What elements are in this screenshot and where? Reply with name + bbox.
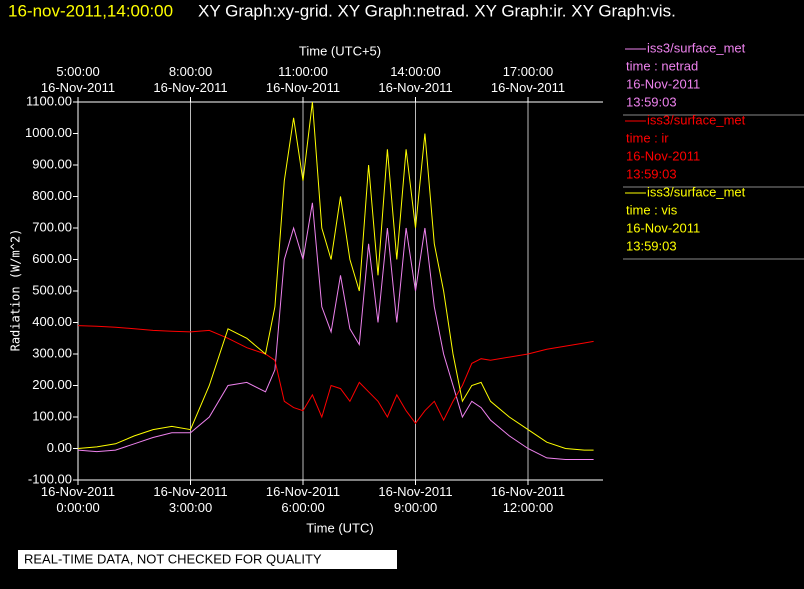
y-tick-label: 300.00 <box>32 345 72 360</box>
x2-tick-label: 8:00:00 16-Nov-2011 <box>153 64 227 95</box>
legend-date: 16-Nov-2011 <box>626 148 700 163</box>
legend-time: 13:59:03 <box>626 166 677 181</box>
x-tick-label: 16-Nov-2011 3:00:00 <box>153 484 227 515</box>
x-axis-label: Time (UTC) <box>306 520 373 535</box>
chart-title: XY Graph:xy-grid. XY Graph:netrad. XY Gr… <box>198 1 676 20</box>
y-axis-label: Radiation (W/m^2) <box>9 229 23 352</box>
y-tick-label: 700.00 <box>32 219 72 234</box>
x2-tick-label: 11:00:00 16-Nov-2011 <box>266 64 340 95</box>
x2-tick-label: 14:00:00 16-Nov-2011 <box>378 64 452 95</box>
y-tick-label: 200.00 <box>32 377 72 392</box>
y-tick-label: 100.00 <box>32 408 72 423</box>
x-tick-label: 16-Nov-2011 12:00:00 <box>491 484 565 515</box>
y-tick-label: -100.00 <box>28 471 72 486</box>
y-tick-label: 1100.00 <box>26 93 72 108</box>
y-tick-label: 500.00 <box>32 282 72 297</box>
x-tick-label: 16-Nov-2011 6:00:00 <box>266 484 340 515</box>
series-line <box>78 102 594 451</box>
legend-name: iss3/surface_met <box>647 184 746 199</box>
x2-axis-label: Time (UTC+5) <box>299 43 381 58</box>
footer-box <box>18 550 397 569</box>
legend-time: 13:59:03 <box>626 238 677 253</box>
y-tick-label: 0.00 <box>47 440 72 455</box>
y-tick-label: 1000.00 <box>25 125 72 140</box>
legend-variable: time : ir <box>626 130 669 145</box>
title-time: 16-nov-2011,14:00:00 <box>8 1 173 20</box>
legend-time: 13:59:03 <box>626 94 677 109</box>
legend-name: iss3/surface_met <box>647 112 746 127</box>
x-tick-label: 16-Nov-2011 9:00:00 <box>378 484 452 515</box>
y-tick-label: 400.00 <box>32 314 72 329</box>
legend-variable: time : netrad <box>626 58 698 73</box>
legend-name: iss3/surface_met <box>647 40 746 55</box>
y-tick-label: 800.00 <box>32 188 72 203</box>
series-line <box>78 325 594 425</box>
legend-date: 16-Nov-2011 <box>626 220 700 235</box>
y-tick-label: 600.00 <box>32 251 72 266</box>
footer: REAL-TIME DATA, NOT CHECKED FOR QUALITY <box>24 551 322 566</box>
x2-tick-label: 17:00:00 16-Nov-2011 <box>491 64 565 95</box>
legend-variable: time : vis <box>626 202 678 217</box>
legend-date: 16-Nov-2011 <box>626 76 700 91</box>
x-tick-label: 16-Nov-2011 0:00:00 <box>41 484 115 515</box>
y-tick-label: 900.00 <box>32 156 72 171</box>
series-line <box>78 202 594 460</box>
x2-tick-label: 5:00:00 16-Nov-2011 <box>41 64 115 95</box>
